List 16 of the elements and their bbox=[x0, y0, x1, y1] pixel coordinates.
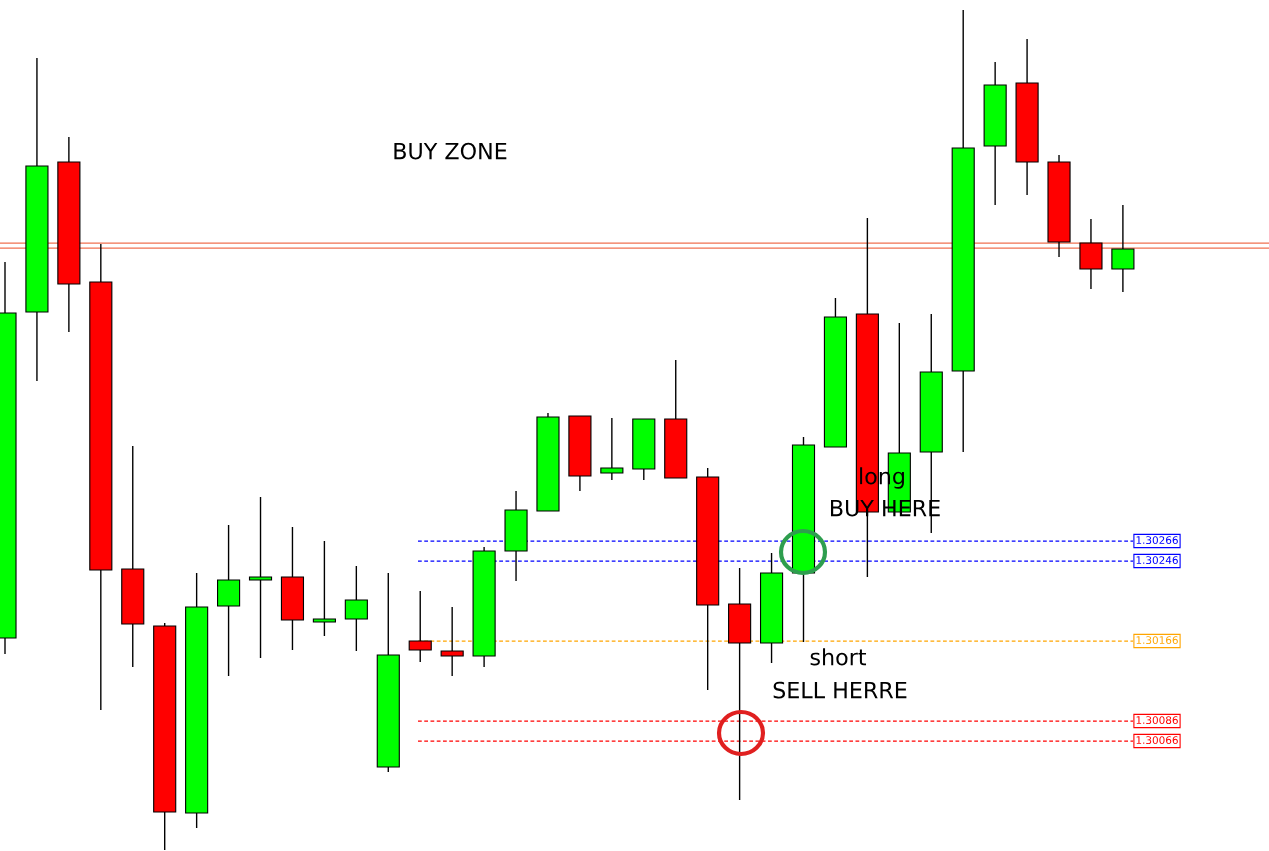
ref-line-label: 1.30086 bbox=[1136, 716, 1178, 725]
annotation: long bbox=[860, 467, 904, 489]
candlestick bbox=[440, 606, 464, 677]
ref-line-label: 1.30266 bbox=[1136, 536, 1178, 545]
ref-line-label: 1.30166 bbox=[1136, 636, 1178, 645]
candlestick bbox=[344, 565, 368, 652]
candlestick bbox=[312, 540, 336, 637]
ref-line-label: 1.30066 bbox=[1136, 736, 1178, 745]
candlestick bbox=[248, 496, 273, 659]
annotation: short bbox=[810, 648, 867, 666]
annotation: BUY ZONE bbox=[394, 142, 507, 160]
candlestick bbox=[1111, 204, 1135, 293]
candlestick bbox=[408, 590, 432, 663]
annotation: SELL HERRE bbox=[773, 681, 907, 699]
ref-line-label: 1.30246 bbox=[1136, 556, 1178, 565]
candlestick bbox=[600, 417, 624, 481]
